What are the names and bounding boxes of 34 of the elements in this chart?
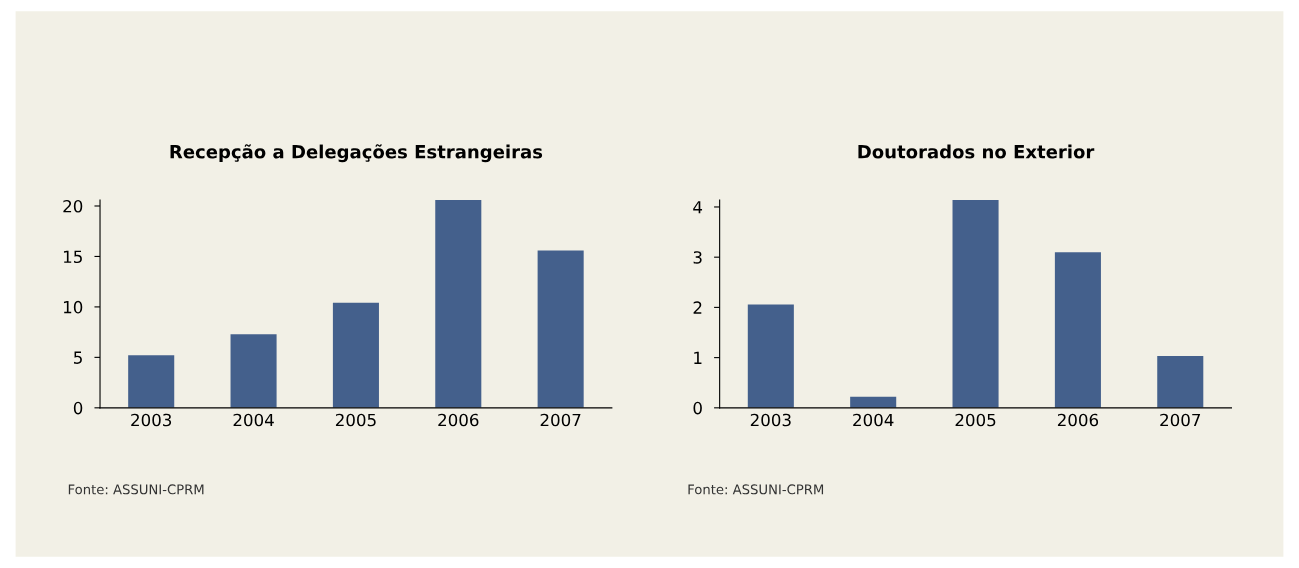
x-tick-label: 2007 — [540, 413, 581, 427]
bar — [435, 199, 482, 408]
y-tick-label: 20 — [63, 199, 83, 213]
x-tick-label: 2006 — [438, 413, 479, 427]
bar — [1054, 252, 1101, 408]
y-tick-label: 15 — [63, 250, 82, 264]
y-tick-label: 4 — [693, 201, 703, 214]
bar — [952, 199, 999, 408]
x-tick-label: 2004 — [853, 413, 894, 427]
source-note: Fonte: ASSUNI-CPRM — [68, 484, 204, 495]
source-note: Fonte: ASSUNI-CPRM — [688, 484, 824, 495]
bar — [230, 334, 277, 408]
y-tick-label: 1 — [694, 351, 702, 364]
x-tick-label: 2003 — [131, 413, 172, 427]
bar — [1157, 356, 1204, 408]
y-tick-label: 0 — [693, 401, 702, 415]
y-tick-label: 0 — [73, 401, 83, 415]
bar — [128, 355, 175, 408]
y-tick-label: 2 — [693, 301, 702, 314]
y-tick-label: 5 — [74, 351, 82, 364]
bar — [850, 396, 897, 408]
bar — [537, 250, 584, 408]
x-tick-label: 2007 — [1160, 413, 1201, 427]
y-tick-label: 10 — [63, 300, 83, 314]
x-tick-label: 2003 — [750, 413, 791, 427]
chart-title: Doutorados no Exterior — [858, 144, 1095, 159]
x-tick-label: 2005 — [335, 413, 376, 427]
y-tick-label: 3 — [693, 251, 702, 264]
x-tick-label: 2005 — [955, 413, 996, 427]
bar — [332, 302, 379, 408]
x-tick-label: 2006 — [1057, 413, 1099, 427]
x-tick-label: 2004 — [233, 413, 274, 427]
bar — [747, 304, 794, 408]
chart-title: Recepção a Delegações Estrangeiras — [170, 144, 543, 163]
